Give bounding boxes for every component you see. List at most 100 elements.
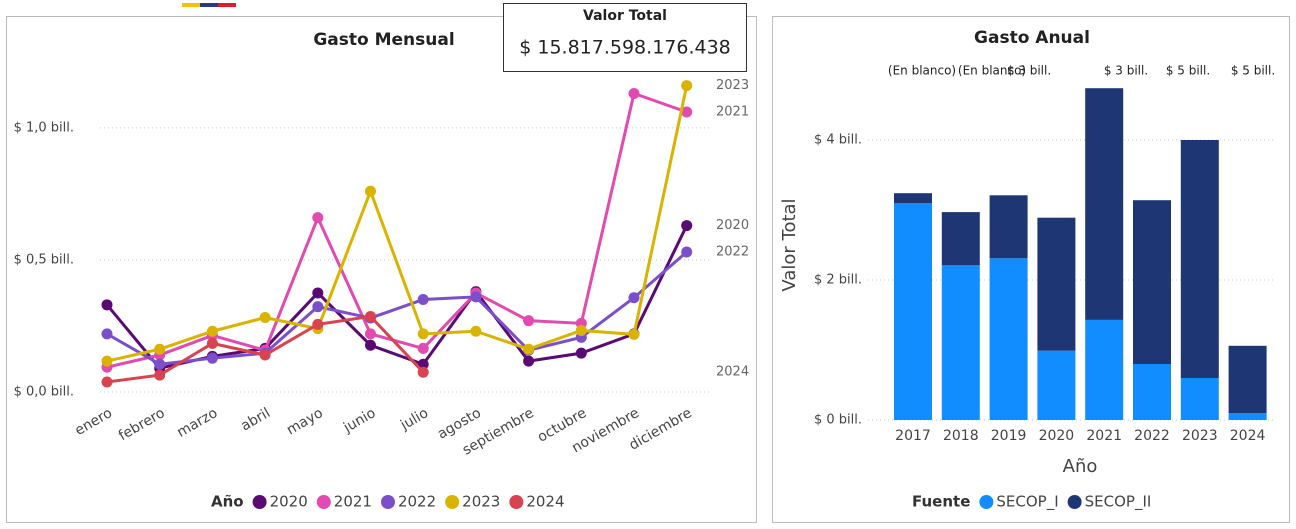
end-label: 2020 — [716, 218, 749, 233]
flag-stripe — [218, 3, 236, 7]
x-tick-label: 2021 — [1086, 428, 1122, 444]
legend-swatch — [445, 495, 460, 509]
y-tick-label: $ 2 bill. — [814, 273, 862, 288]
legend-swatch — [509, 495, 524, 509]
data-point — [523, 343, 535, 355]
data-point — [206, 352, 218, 364]
bar-segment — [1133, 364, 1171, 420]
y-tick-label: $ 0,0 bill. — [14, 385, 74, 400]
data-point — [365, 310, 376, 322]
data-point — [628, 292, 640, 304]
data-point — [681, 80, 693, 92]
end-label: 2021 — [716, 104, 749, 119]
data-point — [681, 106, 693, 118]
data-point — [523, 315, 535, 327]
annotation: (En blanco) — [958, 64, 1026, 78]
data-point — [206, 337, 218, 349]
annotation: $ 3 bill. — [1104, 64, 1148, 78]
series-line — [106, 91, 688, 369]
bar-segment — [1133, 200, 1171, 364]
data-point — [417, 328, 429, 340]
legend-label: 2021 — [334, 493, 372, 511]
bar-segment — [894, 203, 932, 420]
data-point — [101, 299, 113, 311]
data-point — [681, 246, 693, 258]
annotation: $ 5 bill. — [1166, 64, 1210, 78]
chart-title: Gasto Anual — [974, 28, 1090, 48]
data-point — [365, 339, 376, 351]
bar-segment — [1180, 140, 1219, 378]
legend-label: 2020 — [270, 493, 308, 511]
legend-label: 2024 — [526, 493, 564, 511]
x-tick-label: 2019 — [991, 428, 1027, 444]
data-point — [312, 287, 324, 299]
legend-swatch — [316, 495, 331, 509]
x-tick-label: 2024 — [1230, 428, 1266, 444]
y-tick-label: $ 4 bill. — [814, 133, 862, 148]
data-point — [154, 343, 166, 355]
legend-label: 2022 — [398, 493, 436, 511]
data-point — [101, 355, 113, 367]
legend-label: SECOP_I — [996, 493, 1058, 512]
bar-segment — [1037, 350, 1076, 420]
y-axis-label: Valor Total — [779, 198, 800, 291]
x-tick-label: 2022 — [1134, 428, 1170, 444]
data-point — [628, 87, 640, 99]
flag-stripe — [182, 3, 200, 7]
series-line — [106, 85, 689, 363]
x-tick-label: 2018 — [943, 428, 979, 444]
data-point — [154, 369, 166, 381]
data-point — [154, 358, 166, 370]
data-point — [417, 358, 429, 370]
bar-segment — [1085, 88, 1124, 320]
data-point — [259, 312, 271, 324]
data-point — [470, 291, 482, 303]
x-tick-label: 2020 — [1039, 428, 1075, 444]
data-point — [628, 328, 640, 340]
chart-title: Gasto Mensual — [313, 30, 454, 50]
data-point — [365, 328, 376, 340]
data-point — [312, 212, 324, 224]
bar-segment — [941, 265, 980, 420]
data-point — [575, 324, 587, 336]
data-point — [470, 325, 482, 337]
data-point — [417, 342, 429, 354]
bar-segment — [1085, 319, 1124, 420]
x-tick-label: 2017 — [895, 428, 931, 444]
data-point — [206, 325, 218, 337]
flag-stripe — [200, 3, 218, 7]
annotation: $ 5 bill. — [1231, 64, 1275, 78]
y-tick-label: $ 0,5 bill. — [14, 252, 74, 267]
y-tick-label: $ 0 bill. — [814, 413, 862, 428]
x-tick-label: 2023 — [1182, 428, 1218, 444]
annotation: $ 3 bill. — [1007, 64, 1051, 78]
data-point — [312, 301, 324, 313]
data-point — [575, 347, 587, 359]
end-label: 2023 — [716, 78, 749, 93]
end-label: 2022 — [716, 244, 749, 259]
bar-segment — [989, 195, 1028, 259]
data-point — [259, 349, 271, 361]
kpi-card — [503, 3, 747, 72]
data-point — [101, 328, 113, 340]
data-point — [417, 294, 429, 306]
data-point — [681, 220, 693, 232]
legend-label: 2023 — [462, 493, 500, 511]
legend-title: Fuente — [912, 493, 970, 511]
data-point — [365, 185, 376, 197]
data-point — [417, 366, 429, 378]
bar-segment — [1037, 217, 1076, 351]
x-axis-label: Año — [1063, 456, 1098, 477]
legend-swatch — [979, 495, 994, 509]
bar-segment — [894, 193, 932, 203]
legend-swatch — [252, 495, 267, 509]
legend-swatch — [1067, 495, 1082, 509]
bar-segment — [1228, 345, 1267, 413]
bar-segment — [941, 212, 980, 266]
bar-segment — [1228, 413, 1267, 420]
card-value: $ 15.817.598.176.438 — [519, 37, 731, 59]
end-label: 2024 — [716, 365, 749, 380]
legend-title: Año — [211, 493, 244, 511]
card-title: Valor Total — [583, 8, 667, 24]
